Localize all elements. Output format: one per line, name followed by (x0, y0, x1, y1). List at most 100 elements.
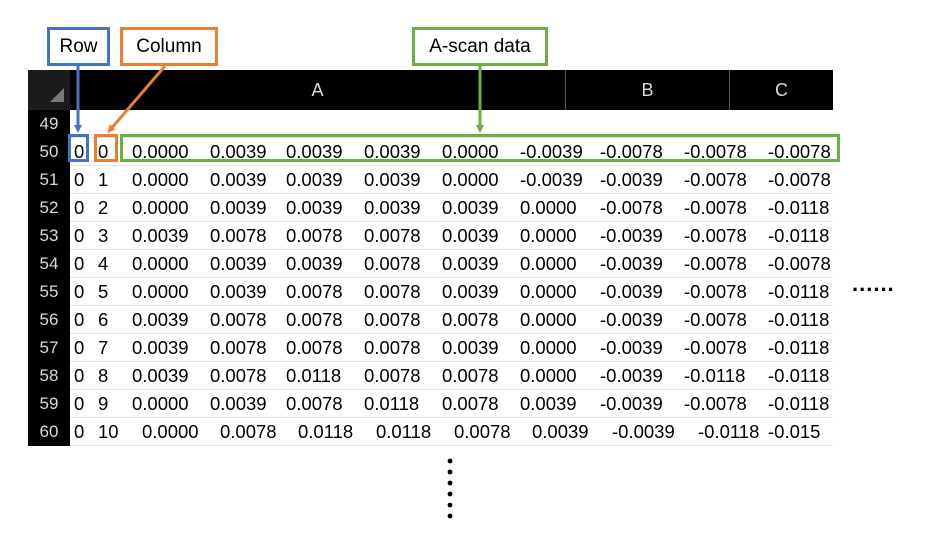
row-header-54[interactable]: 54 (28, 250, 70, 278)
row-index-cell[interactable]: 0 (74, 253, 85, 274)
ascan-value-cell[interactable]: -0.0118 (768, 197, 830, 218)
ascan-value-cell[interactable]: -0.0118 (768, 365, 830, 386)
ascan-value-cell[interactable]: 0.0000 (142, 421, 199, 442)
column-header-b[interactable]: B (566, 70, 730, 110)
ascan-value-cell[interactable]: -0.0039 (600, 169, 663, 190)
ascan-value-cell[interactable]: 0.0000 (520, 281, 577, 302)
ascan-value-cell[interactable]: 0.0039 (210, 253, 267, 274)
ascan-value-cell[interactable]: -0.0078 (600, 197, 663, 218)
ascan-value-cell[interactable]: -0.0078 (768, 141, 831, 162)
ascan-value-cell[interactable]: 0.0039 (210, 141, 267, 162)
ascan-value-cell[interactable]: 0.0078 (286, 225, 343, 246)
ascan-value-cell[interactable]: 0.0000 (132, 253, 189, 274)
ascan-value-cell[interactable]: 0.0039 (532, 421, 589, 442)
row-index-cell[interactable]: 0 (74, 141, 85, 162)
ascan-value-cell[interactable]: -0.0078 (684, 141, 747, 162)
ascan-value-cell[interactable]: 0.0039 (442, 281, 499, 302)
row-index-cell[interactable]: 0 (74, 421, 85, 442)
ascan-value-cell[interactable]: -0.0078 (684, 309, 747, 330)
ascan-value-cell[interactable]: -0.0118 (684, 365, 746, 386)
ascan-value-cell[interactable]: 0.0039 (364, 197, 421, 218)
ascan-value-cell[interactable]: 0.0000 (132, 169, 189, 190)
column-header-a[interactable]: A (70, 70, 566, 110)
ascan-value-cell[interactable]: 0.0000 (132, 393, 189, 414)
row-index-cell[interactable]: 0 (74, 197, 85, 218)
ascan-value-cell[interactable]: -0.0078 (684, 281, 747, 302)
ascan-value-cell[interactable]: -0.0078 (684, 393, 747, 414)
ascan-value-cell[interactable]: 0.0078 (364, 337, 421, 358)
ascan-value-cell[interactable]: -0.0039 (600, 253, 663, 274)
ascan-value-cell[interactable]: -0.0039 (600, 393, 663, 414)
ascan-value-cell[interactable]: 0.0078 (364, 253, 421, 274)
ascan-value-cell[interactable]: 0.0078 (210, 225, 267, 246)
ascan-value-cell[interactable]: -0.0118 (768, 309, 830, 330)
ascan-value-cell[interactable]: -0.0118 (698, 421, 760, 442)
ascan-value-cell[interactable]: 0.0078 (286, 337, 343, 358)
ascan-value-cell[interactable]: 0.0000 (520, 253, 577, 274)
column-index-cell[interactable]: 7 (98, 337, 109, 358)
ascan-value-cell[interactable]: 0.0039 (286, 141, 343, 162)
row-header-53[interactable]: 53 (28, 222, 70, 250)
row-header-57[interactable]: 57 (28, 334, 70, 362)
ascan-value-cell[interactable]: 0.0039 (132, 365, 189, 386)
row-header-60[interactable]: 60 (28, 418, 70, 446)
ascan-value-cell[interactable]: 0.0039 (132, 309, 189, 330)
column-index-cell[interactable]: 2 (98, 197, 109, 218)
ascan-value-cell[interactable]: 0.0078 (210, 365, 267, 386)
ascan-value-cell[interactable]: 0.0039 (210, 281, 267, 302)
ascan-value-cell[interactable]: 0.0000 (520, 337, 577, 358)
ascan-value-cell[interactable]: 0.0039 (210, 197, 267, 218)
column-index-cell[interactable]: 4 (98, 253, 109, 274)
ascan-value-cell[interactable]: 0.0039 (520, 393, 577, 414)
ascan-value-cell[interactable]: 0.0078 (364, 225, 421, 246)
ascan-value-cell[interactable]: -0.0039 (520, 169, 583, 190)
row-index-cell[interactable]: 0 (74, 169, 85, 190)
row-header-58[interactable]: 58 (28, 362, 70, 390)
column-index-cell[interactable]: 0 (98, 141, 109, 162)
ascan-value-cell[interactable]: -0.0039 (600, 337, 663, 358)
ascan-value-cell[interactable]: 0.0039 (210, 393, 267, 414)
ascan-value-cell[interactable]: 0.0078 (442, 309, 499, 330)
ascan-value-cell[interactable]: 0.0118 (364, 393, 420, 414)
ascan-value-cell[interactable]: -0.0078 (768, 253, 831, 274)
ascan-value-cell[interactable]: -0.0039 (612, 421, 675, 442)
row-header-49[interactable]: 49 (28, 110, 70, 138)
ascan-value-cell[interactable]: 0.0039 (442, 337, 499, 358)
ascan-value-cell[interactable]: -0.0039 (520, 141, 583, 162)
ascan-value-cell[interactable]: -0.0118 (768, 281, 830, 302)
ascan-value-cell[interactable]: 0.0118 (376, 421, 432, 442)
ascan-value-cell[interactable]: 0.0118 (286, 365, 342, 386)
ascan-value-cell[interactable]: 0.0000 (442, 169, 499, 190)
column-index-cell[interactable]: 8 (98, 365, 109, 386)
ascan-value-cell[interactable]: -0.0118 (768, 337, 830, 358)
ascan-value-cell[interactable]: 0.0039 (364, 141, 421, 162)
column-index-cell[interactable]: 5 (98, 281, 109, 302)
column-index-cell[interactable]: 1 (98, 169, 109, 190)
ascan-value-cell[interactable]: -0.0078 (600, 141, 663, 162)
ascan-value-cell[interactable]: 0.0078 (210, 337, 267, 358)
ascan-value-cell[interactable]: 0.0078 (286, 309, 343, 330)
ascan-value-cell[interactable]: 0.0000 (520, 225, 577, 246)
ascan-value-cell[interactable]: -0.0078 (684, 169, 747, 190)
ascan-value-cell[interactable]: 0.0078 (210, 309, 267, 330)
ascan-value-cell[interactable]: 0.0039 (210, 169, 267, 190)
ascan-value-cell[interactable]: -0.0078 (684, 225, 747, 246)
ascan-value-cell[interactable]: 0.0078 (364, 365, 421, 386)
column-index-cell[interactable]: 3 (98, 225, 109, 246)
row-header-56[interactable]: 56 (28, 306, 70, 334)
ascan-value-cell[interactable]: 0.0039 (132, 337, 189, 358)
ascan-value-cell[interactable]: -0.0039 (600, 309, 663, 330)
row-index-cell[interactable]: 0 (74, 393, 85, 414)
ascan-value-cell[interactable]: 0.0039 (286, 253, 343, 274)
ascan-value-cell[interactable]: -0.0078 (684, 253, 747, 274)
ascan-value-cell[interactable]: 0.0078 (364, 309, 421, 330)
ascan-value-cell[interactable]: 0.0000 (442, 141, 499, 162)
row-header-50[interactable]: 50 (28, 138, 70, 166)
ascan-value-cell[interactable]: 0.0039 (286, 169, 343, 190)
ascan-value-cell[interactable]: -0.0039 (600, 281, 663, 302)
ascan-value-cell[interactable]: 0.0000 (132, 281, 189, 302)
ascan-value-cell[interactable]: -0.015 (768, 421, 821, 442)
ascan-value-cell[interactable]: 0.0039 (132, 225, 189, 246)
ascan-value-cell[interactable]: 0.0078 (442, 365, 499, 386)
ascan-value-cell[interactable]: 0.0078 (286, 393, 343, 414)
